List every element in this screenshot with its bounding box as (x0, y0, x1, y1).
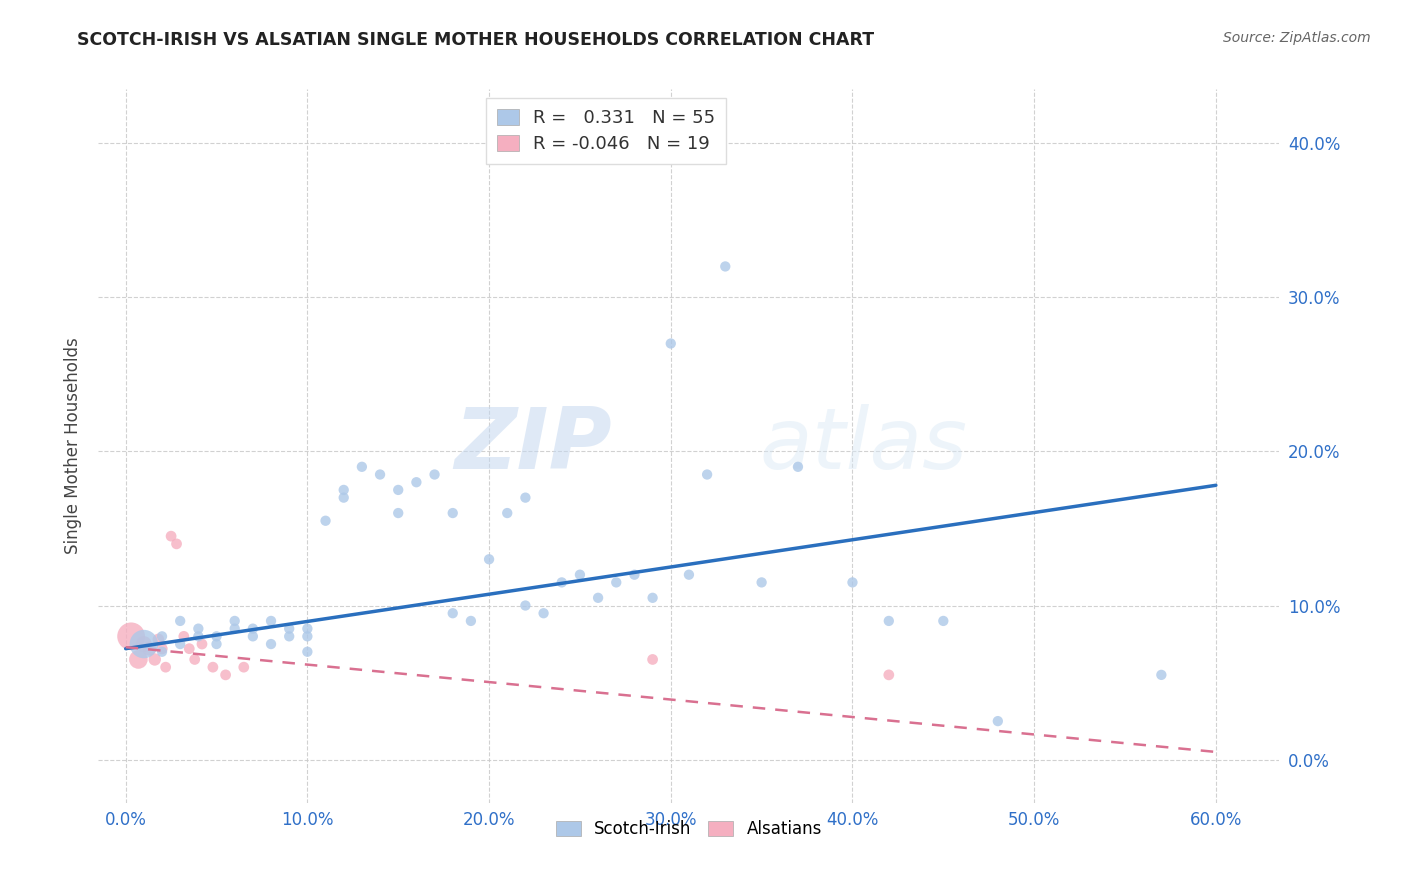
Point (187, 629, 209, 643)
Point (150, 629, 173, 643)
Point (224, 622, 246, 636)
Point (315, 514, 337, 528)
Point (787, 459, 810, 474)
Y-axis label: Single Mother Households: Single Mother Households (65, 338, 83, 554)
Point (191, 637, 214, 651)
Point (441, 506, 464, 520)
Point (841, 575, 863, 590)
Point (132, 637, 155, 651)
Point (332, 483, 354, 497)
Point (460, 614, 482, 628)
Point (877, 668, 900, 682)
Point (214, 668, 236, 682)
Point (641, 652, 664, 666)
Point (987, 714, 1010, 728)
Point (232, 660, 254, 674)
Point (297, 645, 319, 659)
Point (423, 467, 446, 482)
Point (173, 629, 195, 643)
Point (368, 467, 391, 482)
Point (260, 614, 283, 628)
Point (205, 629, 228, 643)
Point (242, 629, 264, 643)
Point (224, 614, 246, 628)
Point (201, 660, 224, 674)
Point (160, 529, 183, 543)
Point (205, 637, 228, 651)
Point (714, 260, 737, 274)
Point (441, 606, 464, 620)
Legend: Scotch-Irish, Alsatians: Scotch-Irish, Alsatians (550, 814, 828, 845)
Point (120, 629, 142, 643)
Point (533, 606, 555, 620)
Point (166, 537, 188, 551)
Point (496, 506, 519, 520)
Point (169, 614, 191, 628)
Point (155, 660, 177, 674)
Text: ZIP: ZIP (454, 404, 612, 488)
Point (183, 652, 205, 666)
Point (297, 622, 319, 636)
Point (179, 641, 201, 656)
Point (515, 491, 537, 505)
Point (932, 614, 955, 628)
Point (568, 567, 591, 582)
Point (659, 336, 682, 351)
Point (1150, 668, 1173, 682)
Point (187, 622, 209, 636)
Point (387, 483, 409, 497)
Point (551, 575, 574, 590)
Point (405, 475, 427, 490)
Point (260, 637, 283, 651)
Point (696, 467, 718, 482)
Point (278, 629, 301, 643)
Point (332, 491, 354, 505)
Point (150, 641, 173, 656)
Point (169, 637, 191, 651)
Point (138, 641, 160, 656)
Point (678, 567, 700, 582)
Point (278, 622, 301, 636)
Text: Source: ZipAtlas.com: Source: ZipAtlas.com (1223, 31, 1371, 45)
Point (297, 629, 319, 643)
Point (127, 652, 149, 666)
Point (877, 614, 900, 628)
Point (242, 622, 264, 636)
Point (150, 645, 173, 659)
Point (623, 567, 645, 582)
Point (478, 552, 501, 566)
Point (641, 591, 664, 605)
Point (586, 591, 609, 605)
Point (143, 652, 166, 666)
Point (148, 632, 170, 647)
Point (132, 637, 155, 651)
Point (751, 575, 773, 590)
Text: atlas: atlas (759, 404, 967, 488)
Text: SCOTCH-IRISH VS ALSATIAN SINGLE MOTHER HOUSEHOLDS CORRELATION CHART: SCOTCH-IRISH VS ALSATIAN SINGLE MOTHER H… (77, 31, 875, 49)
Point (387, 506, 409, 520)
Point (515, 599, 537, 613)
Point (350, 459, 373, 474)
Point (605, 575, 627, 590)
